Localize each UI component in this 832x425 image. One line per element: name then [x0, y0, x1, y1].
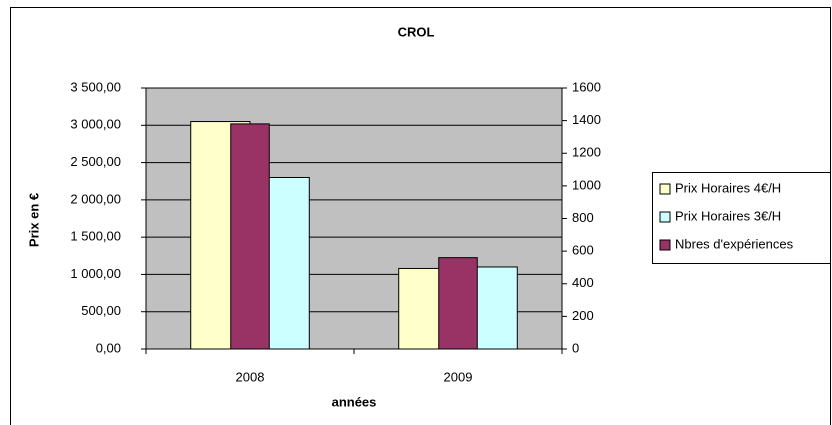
- y-tick-label: 3 500,00: [70, 79, 121, 94]
- y-tick-label: 1 500,00: [70, 229, 121, 244]
- legend-label: Prix Horaires 3€/H: [675, 208, 781, 223]
- x-tick-label: 2008: [236, 369, 265, 384]
- y-tick-label: 3 000,00: [70, 117, 121, 132]
- y2-tick-label: 800: [572, 210, 594, 225]
- x-tick-label: 2009: [444, 369, 473, 384]
- y-tick-label: 2 500,00: [70, 154, 121, 169]
- bar: [230, 123, 270, 350]
- y-tick-label: 1 000,00: [70, 266, 121, 281]
- legend-swatch: [659, 183, 671, 195]
- y2-tick-label: 1000: [572, 177, 601, 192]
- y2-tick-label: 0: [572, 340, 579, 355]
- legend-label: Nbres d'expériences: [675, 236, 794, 251]
- x-axis-title: années: [332, 394, 377, 409]
- legend-swatch: [659, 211, 671, 223]
- y-tick-label: 500,00: [81, 303, 121, 318]
- legend-label: Prix Horaires 4€/H: [675, 180, 781, 195]
- legend-swatch: [659, 239, 671, 251]
- chart-title: CROL: [398, 24, 435, 39]
- y2-tick-label: 1400: [572, 112, 601, 127]
- y2-tick-label: 400: [572, 275, 594, 290]
- y-axis-title: Prix en €: [26, 193, 41, 247]
- legend-box: [652, 172, 831, 264]
- y2-tick-label: 1200: [572, 145, 601, 160]
- y-tick-label: 2 000,00: [70, 191, 121, 206]
- bar: [438, 257, 478, 350]
- y2-tick-label: 200: [572, 308, 594, 323]
- y2-tick-label: 1600: [572, 79, 601, 94]
- y-tick-label: 0,00: [96, 340, 121, 355]
- y2-tick-label: 600: [572, 243, 594, 258]
